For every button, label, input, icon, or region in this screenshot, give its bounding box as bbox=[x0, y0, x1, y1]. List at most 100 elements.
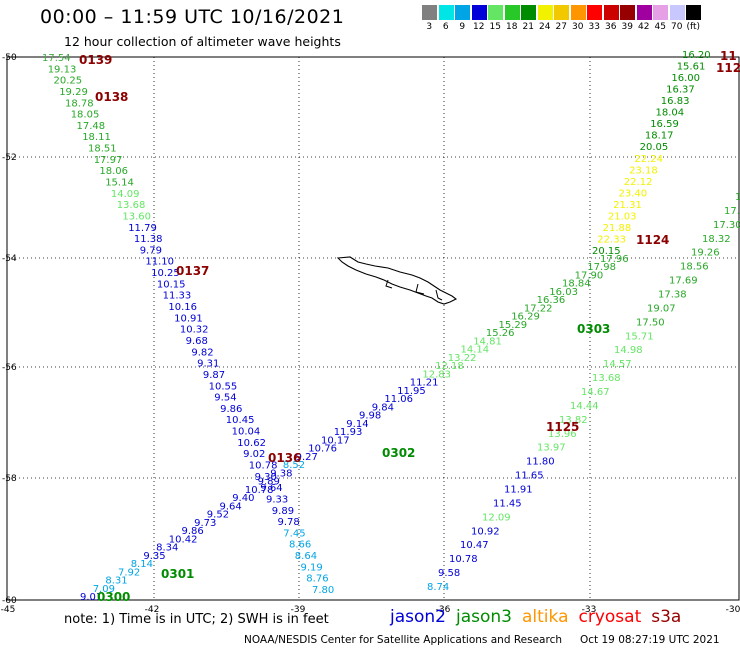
wave-height-value: 20.05 bbox=[640, 142, 669, 153]
wave-height-value: 16.03 bbox=[549, 287, 578, 298]
legend-jason3: jason3 bbox=[456, 607, 512, 627]
wave-height-value: 14.09 bbox=[111, 189, 140, 200]
wave-height-value: 10.25 bbox=[151, 268, 180, 279]
wave-height-value: 23.18 bbox=[629, 165, 658, 176]
wave-height-value: 13.68 bbox=[592, 373, 621, 384]
colorbar-label: 30 bbox=[572, 22, 584, 32]
track-diag_track: 9.017.098.317.928.149.358.3410.429.869.7… bbox=[80, 254, 629, 603]
wave-height-value: 18.06 bbox=[99, 166, 128, 177]
wave-height-value: 13.22 bbox=[448, 353, 477, 364]
footer-generated-time: Oct 19 08:27:19 UTC 2021 bbox=[580, 634, 720, 646]
pass-time-label: 0136 bbox=[268, 451, 301, 465]
pass-time-label: 112 bbox=[716, 61, 740, 75]
page-subtitle: 12 hour collection of altimeter wave hei… bbox=[64, 34, 341, 49]
wave-height-value: 19.13 bbox=[48, 64, 77, 75]
colorbar-cell: 18 bbox=[503, 5, 521, 35]
wave-height-value: 15.26 bbox=[486, 328, 515, 339]
longitude-label: -36 bbox=[436, 605, 451, 615]
wave-height-value: 11.91 bbox=[504, 485, 533, 496]
wave-height-value: 9.82 bbox=[191, 347, 213, 358]
wave-height-value: 10.78 bbox=[449, 554, 478, 565]
colorbar-swatch bbox=[652, 5, 668, 20]
wave-height-value: 20.25 bbox=[54, 76, 83, 87]
colorbar-cell: 33 bbox=[586, 5, 603, 35]
wave-height-value: 12.09 bbox=[482, 512, 511, 523]
wave-height-value: 9.38 bbox=[270, 468, 292, 479]
pass-time-label: 0300 bbox=[97, 590, 130, 604]
colorbar-cell: 36 bbox=[602, 5, 620, 35]
wave-height-value: 7.45 bbox=[283, 528, 305, 539]
wave-height-value: 10.62 bbox=[237, 438, 266, 449]
latitude-label: -50 bbox=[2, 53, 17, 63]
colorbar-label: 45 bbox=[654, 22, 666, 32]
axis-labels: -45 -42 -39 -36 -33 -30 -50 -52 -54 -56 -58 -60 bbox=[1, 53, 740, 615]
colorbar-label: 42 bbox=[638, 22, 650, 32]
wave-height-value: 21.88 bbox=[603, 223, 632, 234]
wave-height-value: 9.79 bbox=[140, 245, 162, 256]
wave-height-value: 17.90 bbox=[575, 271, 604, 282]
wave-height-value: 8.74 bbox=[427, 582, 449, 593]
wave-height-value: 9.86 bbox=[220, 404, 242, 415]
colorbar-cell: (ft) bbox=[685, 5, 702, 35]
wave-height-value: 8.64 bbox=[295, 551, 317, 562]
wave-height-value: 7.80 bbox=[312, 585, 334, 596]
wave-height-value: 19.26 bbox=[691, 248, 720, 259]
wave-height-value: 9.98 bbox=[359, 411, 381, 422]
colorbar-swatch bbox=[569, 5, 586, 20]
wave-height-value: 16.20 bbox=[682, 50, 711, 61]
pass-time-label: 1124 bbox=[636, 233, 669, 247]
colorbar-cell: 9 bbox=[454, 5, 471, 35]
wave-height-value: 11.21 bbox=[410, 378, 439, 389]
longitude-label: -39 bbox=[291, 605, 306, 615]
pass-time-label: 0303 bbox=[577, 322, 610, 336]
altimeter-tracks: 17.5419.1320.2519.2918.7818.0517.4818.11… bbox=[42, 50, 740, 603]
colorbar-swatch bbox=[421, 5, 437, 20]
wave-height-value: 17.22 bbox=[524, 304, 553, 315]
wave-height-value: 10.92 bbox=[471, 526, 500, 537]
colorbar-swatch bbox=[619, 5, 635, 20]
wave-height-value: 8.34 bbox=[156, 543, 178, 554]
wave-height-value: 10.76 bbox=[308, 444, 337, 455]
wave-height-value: 10.17 bbox=[321, 435, 350, 446]
wave-height-value: 7.92 bbox=[118, 567, 140, 578]
wave-height-value: 14.67 bbox=[581, 387, 610, 398]
colorbar-label: 24 bbox=[539, 22, 551, 32]
wave-height-value: 13.97 bbox=[537, 443, 566, 454]
colorbar-swatch bbox=[635, 5, 652, 20]
colorbar-swatch bbox=[454, 5, 470, 20]
colorbar-label: 6 bbox=[442, 22, 449, 32]
wave-height-value: 21.31 bbox=[613, 200, 642, 211]
wave-height-value: 15.71 bbox=[625, 331, 654, 342]
pass-time-label: 0301 bbox=[161, 567, 194, 581]
wave-height-value: 17.50 bbox=[636, 317, 665, 328]
wave-height-value: 9.31 bbox=[197, 359, 219, 370]
track-west_track: 17.5419.1320.2519.2918.7818.0517.4818.11… bbox=[42, 53, 334, 596]
longitude-label: -30 bbox=[726, 605, 740, 615]
colorbar-swatch bbox=[553, 5, 569, 20]
longitude-label: -42 bbox=[145, 605, 160, 615]
wave-height-value: 18.56 bbox=[680, 262, 709, 273]
wave-height-value: 18.78 bbox=[65, 98, 94, 109]
wave-height-value: 17.38 bbox=[658, 290, 687, 301]
colorbar-swatch bbox=[602, 5, 619, 20]
colorbar-label: (ft) bbox=[686, 22, 701, 32]
wave-height-value: 19.29 bbox=[59, 87, 88, 98]
wave-height-value: 17.30 bbox=[713, 220, 740, 231]
wave-height-value: 16.83 bbox=[661, 96, 690, 107]
wave-height-value: 16.00 bbox=[671, 73, 700, 84]
colorbar-cell: 3 bbox=[421, 5, 438, 35]
wave-height-value: 10.04 bbox=[232, 427, 261, 438]
wave-height-value: 14.57 bbox=[603, 359, 632, 370]
pass-time-label: 11 bbox=[720, 49, 737, 63]
wave-height-value: 9.54 bbox=[214, 393, 236, 404]
colorbar-cell: 24 bbox=[536, 5, 554, 35]
longitude-label: -45 bbox=[1, 605, 16, 615]
wave-height-value: 18.11 bbox=[82, 132, 111, 143]
wave-height-value: 8.52 bbox=[283, 460, 305, 471]
wave-height-value: 17.97 bbox=[94, 155, 123, 166]
colorbar-cell: 12 bbox=[470, 5, 488, 35]
wave-height-value: 10.42 bbox=[169, 534, 198, 545]
pass-time-labels: 0139 0138 0137 0136 0300 0301 0302 0303 1124 1125… bbox=[79, 49, 740, 604]
wave-height-value: 9.35 bbox=[143, 551, 165, 562]
